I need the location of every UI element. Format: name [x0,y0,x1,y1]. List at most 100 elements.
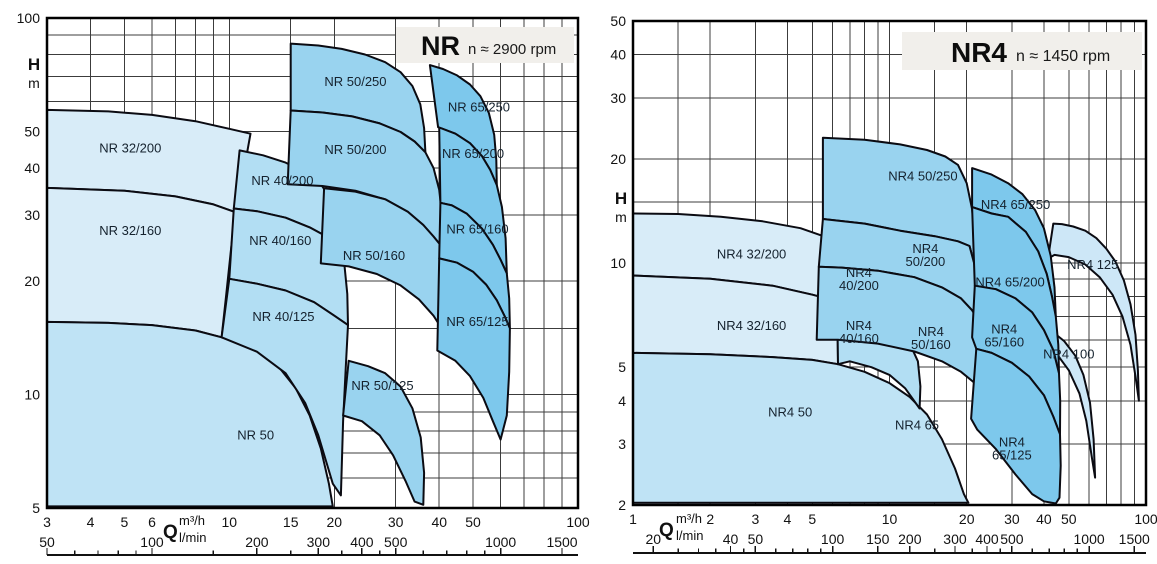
series-speed: n ≈ 1450 rpm [1016,48,1110,65]
lmin-ruler [46,548,578,556]
x-tick-m3h: 1 [629,511,637,527]
pump-region-label: NR 40/160 [249,233,311,248]
x-tick-m3h: 40 [1036,511,1052,527]
plot-frame [631,19,1148,507]
x-tick-lmin: 300 [943,531,967,547]
x-tick-m3h: 50 [465,514,481,530]
pump-region-label: NR 50/250 [324,74,386,89]
x-tick-lmin: 300 [307,534,331,550]
y-tick-label: 40 [24,160,40,176]
x-axis-unit-lmin: l/min [179,530,206,545]
x-tick-m3h: 2 [706,511,714,527]
pump-region-label: NR4 32/200 [717,247,786,262]
x-tick-lmin: 200 [898,531,922,547]
y-tick-label: 10 [610,255,626,271]
x-tick-m3h: 15 [283,514,299,530]
lmin-ruler [633,546,1146,554]
y-tick-label: 30 [24,207,40,223]
x-tick-lmin: 1000 [485,534,516,550]
pump-region [1047,222,1140,402]
pump-region-label: NR 65/160 [446,221,508,236]
x-axis: 3 4 5 6 10 15 20 30 40 50 100 50 100 200 300 400 500 1000… [39,513,590,550]
y-tick-label: 4 [618,393,626,409]
x-tick-lmin: 50 [748,531,764,547]
pump-size-label: NR4 50 [768,405,812,420]
x-tick-m3h: 10 [222,514,238,530]
plot-frame [45,16,580,510]
pump-region-label: NR 65/250 [448,99,510,114]
pump-region-label: NR4 40/160 [839,318,879,346]
x-tick-m3h: 5 [808,511,816,527]
series-name: NR4 [951,37,1007,68]
region-labels-layer: NR 32/200 NR 32/160 NR 50 NR 40/200 NR 40/16… [99,74,510,443]
x-tick-m3h: 3 [43,514,51,530]
y-tick-label: 10 [24,387,40,403]
x-tick-lmin: 1500 [546,534,577,550]
x-axis-unit-m3h: m³/h [676,511,702,526]
chart-title: NR4 n ≈ 1450 rpm [902,32,1142,70]
x-tick-lmin: 40 [723,531,739,547]
x-axis-unit-m3h: m³/h [179,513,205,528]
region-labels-layer: NR4 32/200 NR4 32/160 NR4 50 NR4 40/200 NR4 40… [717,169,1118,463]
pump-region-label: NR4 50/200 [905,241,945,269]
pump-region-label: NR 50/125 [351,378,413,393]
pump-region-label: NR4 65/250 [981,197,1050,212]
pump-region-label: NR4 65/125 [992,435,1032,463]
x-tick-lmin: 50 [39,534,55,550]
y-axis-unit: m [615,209,627,225]
title-box [902,32,1142,70]
x-tick-lmin: 500 [384,534,408,550]
pump-region-label: NR4 32/160 [717,318,786,333]
y-tick-label: 5 [32,500,40,516]
y-axis-symbol: H [28,55,40,74]
x-tick-m3h: 20 [326,514,342,530]
x-tick-m3h: 5 [120,514,128,530]
pump-region-label: NR4 50/250 [888,169,957,184]
x-tick-lmin: 500 [1000,531,1024,547]
x-axis-unit-lmin: l/min [676,528,703,543]
x-tick-lmin: 200 [245,534,269,550]
x-tick-lmin: 20 [646,531,662,547]
series-name: NR [421,31,460,61]
x-tick-lmin: 400 [350,534,374,550]
pump-region-label: NR 32/160 [99,223,161,238]
pump-region-label: NR 65/125 [446,314,508,329]
pump-region [436,257,511,441]
pump-region-label: NR 50/160 [343,248,405,263]
x-tick-m3h: 20 [959,511,975,527]
x-tick-m3h: 10 [882,511,898,527]
y-axis-symbol: H [615,189,627,208]
y-tick-label: 3 [618,436,626,452]
x-tick-lmin: 1000 [1074,531,1105,547]
pump-region-label: NR4 40/200 [839,265,879,293]
pump-region-label: NR 50/200 [324,142,386,157]
pump-region-label: NR4 50/160 [911,324,951,352]
pump-region [342,359,426,506]
pump-size-label: NR4 100 [1043,346,1094,361]
y-tick-label: 50 [610,13,626,29]
y-tick-label: 5 [618,359,626,375]
y-tick-label: 2 [618,497,626,513]
x-axis: 1 2 3 4 5 10 20 30 40 50 100 20 40 50 100 150 200 300 400 5… [629,511,1157,547]
x-tick-m3h: 6 [148,514,156,530]
x-tick-m3h: 50 [1061,511,1077,527]
pump-size-label: NR4 125 [1067,257,1118,272]
y-tick-label: 20 [24,273,40,289]
pump-region-label: NR 32/200 [99,140,161,155]
pump-region-label: NR 40/200 [251,173,313,188]
title-box [396,27,574,63]
y-tick-label: 30 [610,90,626,106]
x-tick-m3h: 3 [751,511,759,527]
chart-nr: NR 32/200 NR 32/160 NR 50 NR 40/200 NR 40/16… [17,10,590,556]
pump-region-label: NR 65/200 [442,146,504,161]
y-tick-label: 40 [610,47,626,63]
x-tick-m3h: 40 [431,514,447,530]
y-tick-label: 100 [17,10,41,26]
pump-region [220,277,349,497]
pump-regions-layer [47,42,511,508]
series-speed: n ≈ 2900 rpm [468,41,556,58]
x-tick-m3h: 4 [784,511,792,527]
